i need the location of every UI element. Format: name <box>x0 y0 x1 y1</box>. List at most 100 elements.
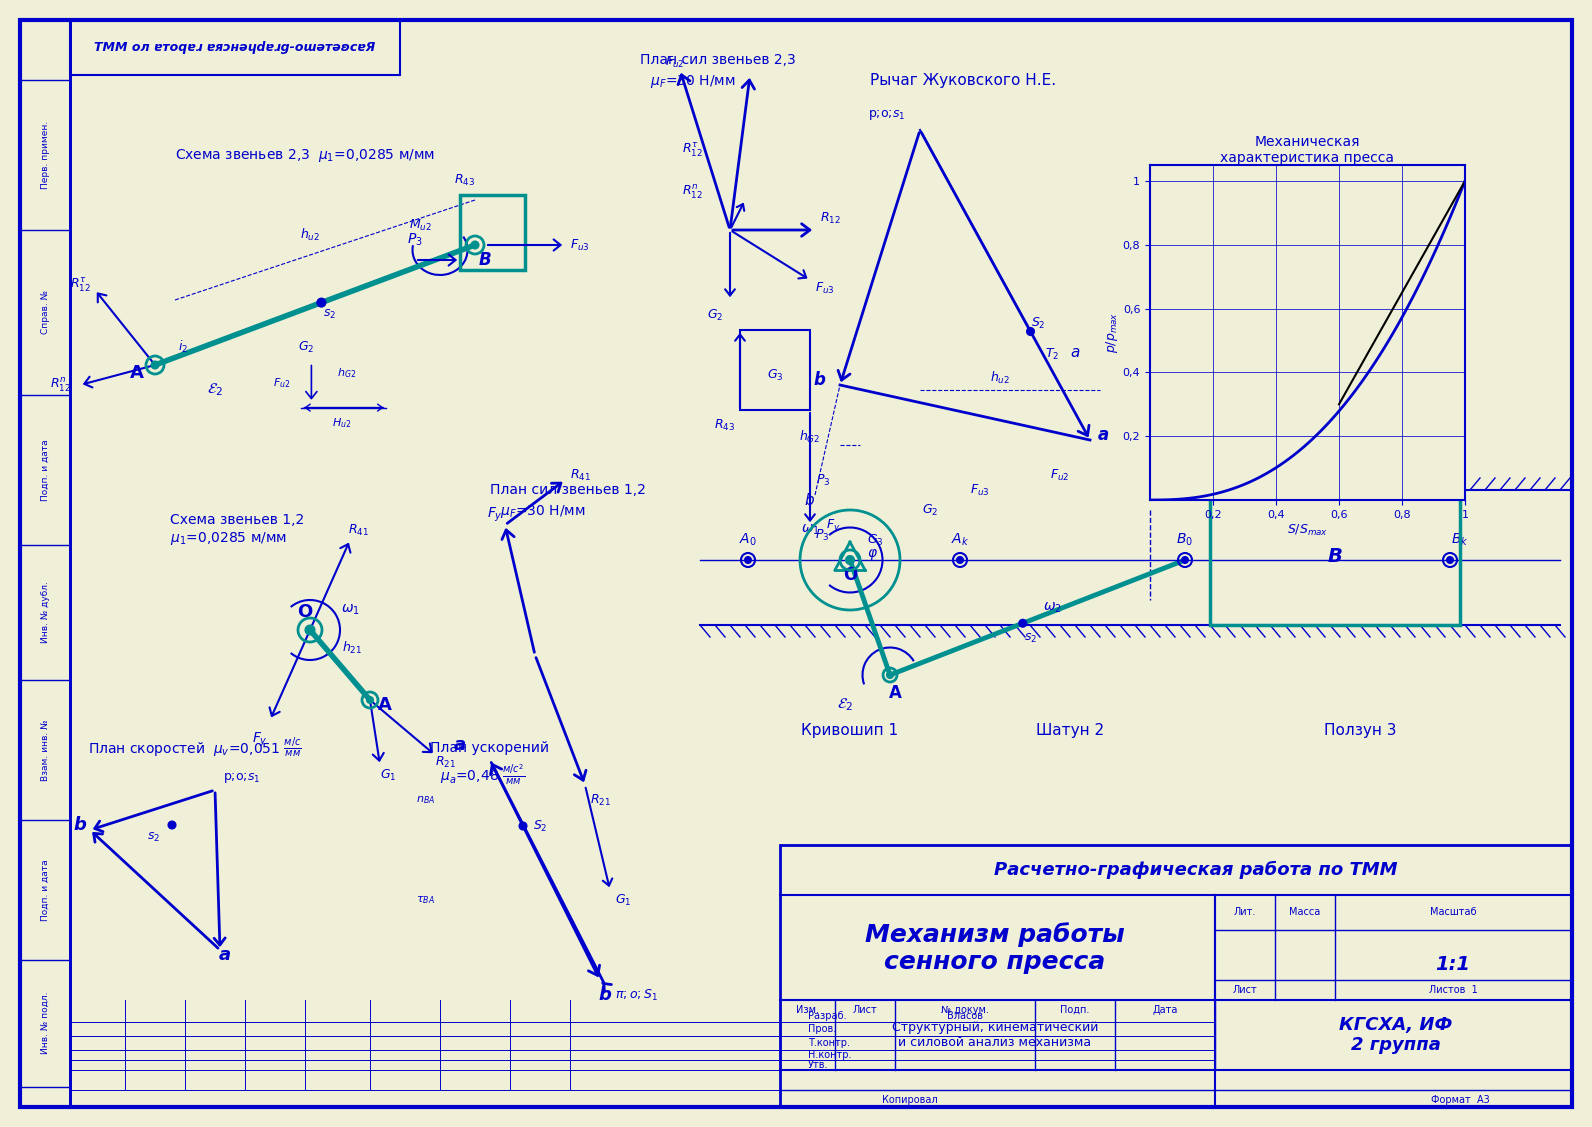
Text: Разраб.: Разраб. <box>809 1011 847 1021</box>
Text: B: B <box>1328 548 1342 567</box>
Text: a: a <box>1071 345 1081 360</box>
Text: Пров.: Пров. <box>809 1024 836 1033</box>
Text: Инв. № дубл.: Инв. № дубл. <box>40 582 49 642</box>
Text: План сил звеньев 2,3: План сил звеньев 2,3 <box>640 53 796 66</box>
Text: $F_{u2}$: $F_{u2}$ <box>272 375 290 390</box>
Text: $F_{u2}$: $F_{u2}$ <box>1051 468 1070 482</box>
Text: $M_{u2}$: $M_{u2}$ <box>409 218 431 232</box>
Text: $h_{u2}$: $h_{u2}$ <box>299 227 320 243</box>
Text: p;o;$s_1$: p;o;$s_1$ <box>868 108 904 122</box>
Text: $F_y$: $F_y$ <box>826 516 841 533</box>
Text: Копировал: Копировал <box>882 1095 938 1104</box>
Circle shape <box>169 822 175 828</box>
Text: $R_{41}$: $R_{41}$ <box>347 523 368 538</box>
Text: $F_{u2}$: $F_{u2}$ <box>665 54 685 70</box>
Text: O: O <box>298 603 312 621</box>
Text: $R_{43}$: $R_{43}$ <box>715 417 736 433</box>
Circle shape <box>1027 328 1033 335</box>
Text: $G_2$: $G_2$ <box>707 308 723 322</box>
Bar <box>780 845 1571 1107</box>
Text: План ускорений: План ускорений <box>430 740 549 755</box>
X-axis label: $S/S_{max}$: $S/S_{max}$ <box>1286 523 1328 538</box>
Text: $S_2$: $S_2$ <box>533 818 548 834</box>
Text: $s_2$: $s_2$ <box>1024 632 1038 645</box>
Text: $F_{u3}$: $F_{u3}$ <box>570 238 589 252</box>
Text: Схема звеньев 1,2
$\mu_1$=0,0285 м/мм: Схема звеньев 1,2 $\mu_1$=0,0285 м/мм <box>170 513 304 547</box>
Text: A: A <box>131 364 143 382</box>
Text: Структурный, кинематический
и силовой анализ механизма: Структурный, кинематический и силовой ан… <box>892 1021 1098 1049</box>
Text: $\mu_a$=0,48 $\frac{м/с^2}{мм}$: $\mu_a$=0,48 $\frac{м/с^2}{мм}$ <box>439 763 525 787</box>
Text: Лист: Лист <box>853 1005 877 1015</box>
Text: Подп. и дата: Подп. и дата <box>40 859 49 921</box>
Text: $R_{21}$: $R_{21}$ <box>591 792 611 808</box>
Text: $\omega_2$: $\omega_2$ <box>1043 601 1062 615</box>
Circle shape <box>151 362 159 369</box>
Circle shape <box>745 557 751 564</box>
Text: Шатун 2: Шатун 2 <box>1036 722 1105 737</box>
Text: a: a <box>220 946 231 964</box>
Text: $n_{BA}$: $n_{BA}$ <box>416 795 435 806</box>
Bar <box>460 195 525 270</box>
Text: $h_{G2}$: $h_{G2}$ <box>799 429 820 445</box>
Text: $s_2$: $s_2$ <box>323 308 336 321</box>
Text: $\varphi$: $\varphi$ <box>866 548 877 562</box>
Text: $A_0$: $A_0$ <box>739 532 756 548</box>
Text: Подп.: Подп. <box>1060 1005 1089 1015</box>
Text: $A_k$: $A_k$ <box>950 532 970 548</box>
Text: $F_y$: $F_y$ <box>487 506 503 524</box>
Circle shape <box>471 241 479 248</box>
Text: № докум.: № докум. <box>941 1005 989 1015</box>
Text: Механизм работы
сенного пресса: Механизм работы сенного пресса <box>864 922 1126 975</box>
Text: Власов: Власов <box>947 1011 982 1021</box>
Text: A: A <box>888 684 901 702</box>
Text: ТММ ол ɐтоqɐɹ ɐяɔнəɥdɐɹg-оɯəтəʚсɐЯ: ТММ ол ɐтоqɐɹ ɐяɔнəɥdɐɹg-оɯəтəʚсɐЯ <box>94 41 376 53</box>
Text: $G_1$: $G_1$ <box>615 893 632 907</box>
Circle shape <box>1447 557 1453 564</box>
Text: $G_1$: $G_1$ <box>380 767 396 782</box>
Text: Расчетно-графическая работа по ТММ: Расчетно-графическая работа по ТММ <box>995 861 1398 879</box>
Text: $R_{12}^{n}$: $R_{12}^{n}$ <box>681 184 702 201</box>
Text: $R_{12}^{n}$: $R_{12}^{n}$ <box>49 376 70 393</box>
Text: $R_{12}^{\tau}$: $R_{12}^{\tau}$ <box>70 276 91 294</box>
Text: $R_{41}$: $R_{41}$ <box>570 468 591 482</box>
Circle shape <box>845 556 853 564</box>
Text: B: B <box>479 251 492 269</box>
Text: b: b <box>599 986 611 1004</box>
Text: $P_3$: $P_3$ <box>815 472 829 488</box>
Text: $B_0$: $B_0$ <box>1176 532 1194 548</box>
Text: $\mu_F$=30 Н/мм: $\mu_F$=30 Н/мм <box>500 504 586 521</box>
Text: $\mathcal{E}_2$: $\mathcal{E}_2$ <box>837 696 853 713</box>
Text: Инв. № подл.: Инв. № подл. <box>40 992 49 1054</box>
Text: a: a <box>1098 426 1110 444</box>
Text: Кривошип 1: Кривошип 1 <box>801 722 898 737</box>
Text: $h_{21}$: $h_{21}$ <box>342 640 361 656</box>
Circle shape <box>519 823 527 829</box>
Text: $G_2$: $G_2$ <box>298 340 315 355</box>
Text: $S_2$: $S_2$ <box>1032 316 1046 331</box>
Text: План сил звеньев 1,2: План сил звеньев 1,2 <box>490 483 646 497</box>
Text: a: a <box>454 736 466 754</box>
Text: $i_2$: $i_2$ <box>178 339 188 355</box>
Text: $\omega_1$: $\omega_1$ <box>801 523 820 538</box>
Text: $F_y$: $F_y$ <box>252 730 267 749</box>
Text: Схема звеньев 2,3  $\mu_1$=0,0285 м/мм: Схема звеньев 2,3 $\mu_1$=0,0285 м/мм <box>175 147 435 163</box>
Text: $F_{u3}$: $F_{u3}$ <box>970 482 990 497</box>
Text: $G_2$: $G_2$ <box>922 503 938 517</box>
Text: $R_{43}$: $R_{43}$ <box>454 172 476 187</box>
Text: Утв.: Утв. <box>809 1061 828 1070</box>
Text: Листов  1: Листов 1 <box>1428 985 1477 995</box>
Text: Н.контр.: Н.контр. <box>809 1050 852 1061</box>
Text: $P_3$: $P_3$ <box>408 232 423 248</box>
Text: $\mu_F$=30 Н/мм: $\mu_F$=30 Н/мм <box>650 73 736 90</box>
Text: Лит.: Лит. <box>1234 907 1256 917</box>
Text: $\pi;o;S_1$: $\pi;o;S_1$ <box>615 987 657 1003</box>
Circle shape <box>957 557 963 564</box>
Text: Масштаб: Масштаб <box>1430 907 1476 917</box>
Text: $R_{12}^{\tau}$: $R_{12}^{\tau}$ <box>681 141 702 159</box>
Circle shape <box>317 299 325 307</box>
Text: $F_{u3}$: $F_{u3}$ <box>815 281 834 295</box>
Circle shape <box>1019 620 1027 627</box>
Text: Формат  А3: Формат А3 <box>1431 1095 1490 1104</box>
Text: Ползун 3: Ползун 3 <box>1325 722 1396 737</box>
Text: $\omega_1$: $\omega_1$ <box>341 603 360 618</box>
